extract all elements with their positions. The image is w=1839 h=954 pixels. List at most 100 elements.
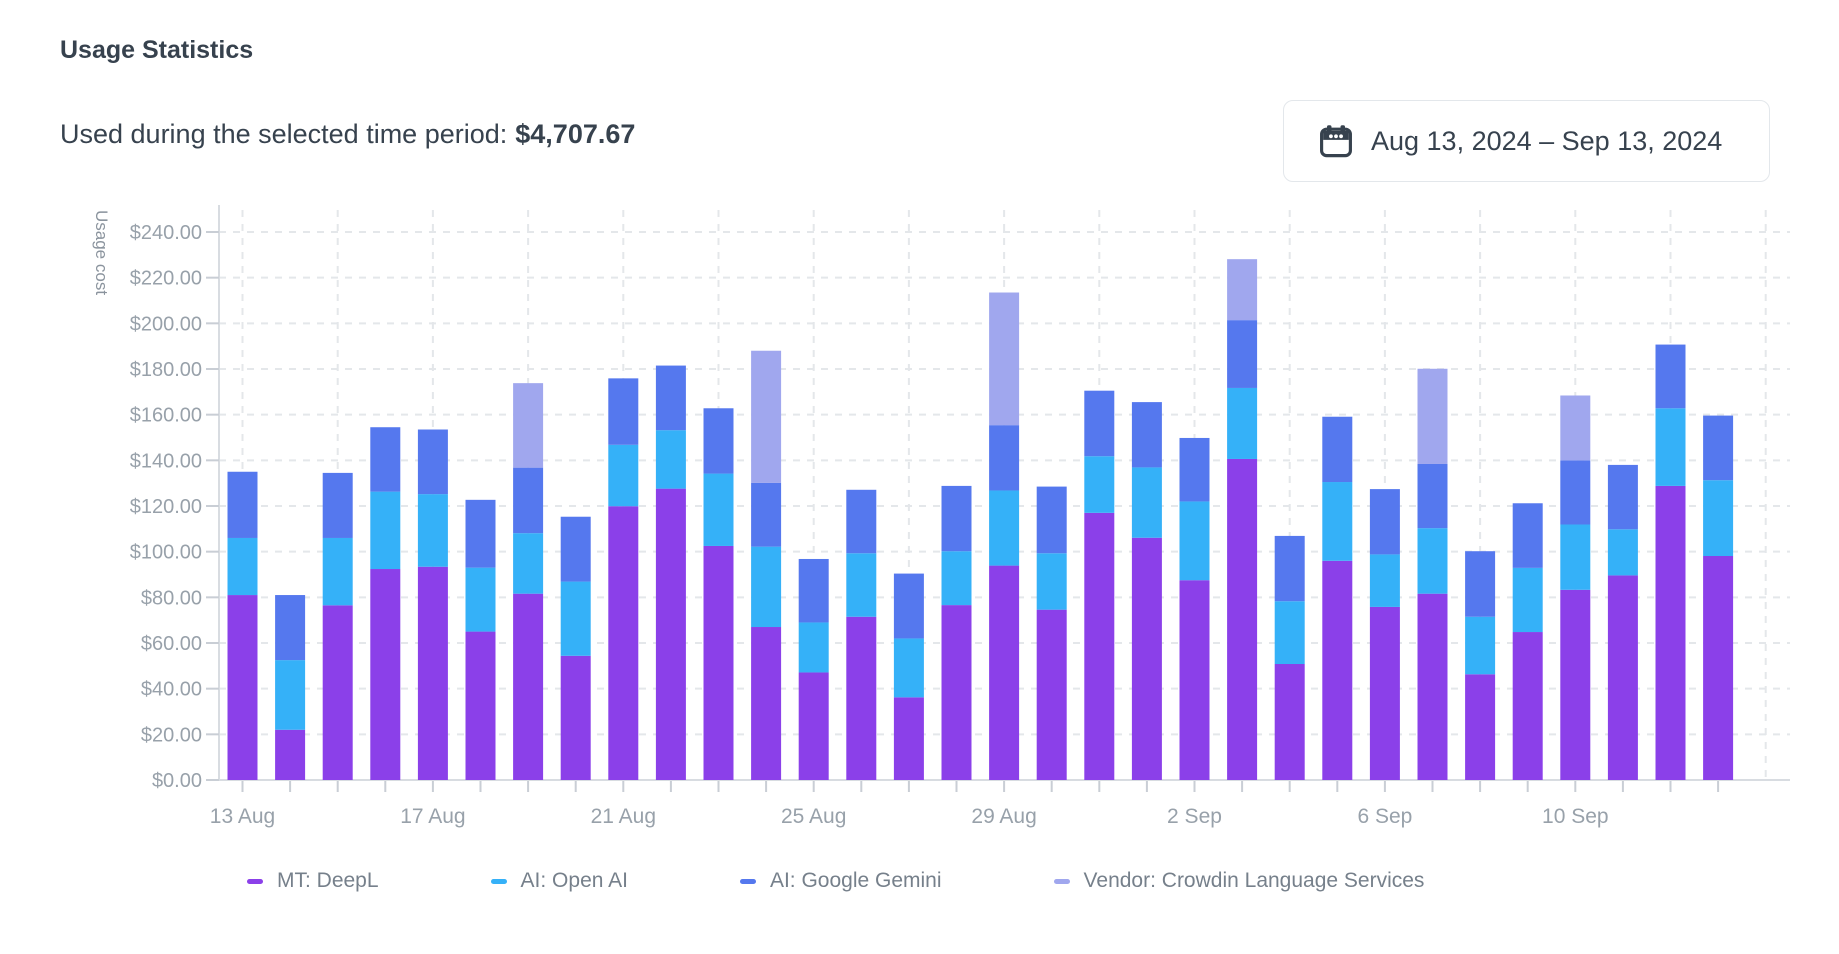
- bar-segment[interactable]: [1607, 575, 1638, 780]
- bar-segment[interactable]: [608, 444, 639, 507]
- bar-segment[interactable]: [893, 573, 924, 639]
- bar-segment[interactable]: [275, 660, 306, 730]
- bar-segment[interactable]: [941, 605, 972, 780]
- bar-segment[interactable]: [1417, 528, 1448, 594]
- bar-segment[interactable]: [751, 350, 782, 483]
- bar-segment[interactable]: [1131, 402, 1162, 468]
- legend-item[interactable]: Vendor: Crowdin Language Services: [1053, 869, 1424, 893]
- bar-segment[interactable]: [560, 655, 591, 780]
- bar-segment[interactable]: [1322, 560, 1353, 780]
- legend-item[interactable]: AI: Google Gemini: [739, 869, 942, 893]
- bar-segment[interactable]: [1084, 390, 1115, 457]
- bar-segment[interactable]: [370, 569, 401, 780]
- bar-segment[interactable]: [608, 378, 639, 445]
- bar-segment[interactable]: [1131, 467, 1162, 538]
- bar-segment[interactable]: [1227, 387, 1258, 459]
- bar-segment[interactable]: [751, 482, 782, 547]
- bar-segment[interactable]: [1560, 589, 1591, 780]
- bar-segment[interactable]: [1131, 537, 1162, 780]
- bar-segment[interactable]: [1655, 485, 1686, 780]
- bar-segment[interactable]: [1369, 554, 1400, 607]
- bar-segment[interactable]: [1512, 503, 1543, 568]
- bar-segment[interactable]: [655, 488, 686, 780]
- bar-segment[interactable]: [941, 551, 972, 606]
- bar-segment[interactable]: [1512, 567, 1543, 633]
- bar-segment[interactable]: [417, 429, 448, 495]
- bar-segment[interactable]: [655, 365, 686, 431]
- bar-segment[interactable]: [989, 490, 1020, 566]
- bar-segment[interactable]: [1703, 556, 1734, 780]
- bar-segment[interactable]: [465, 567, 496, 632]
- bar-segment[interactable]: [989, 425, 1020, 491]
- bar-segment[interactable]: [1227, 458, 1258, 780]
- bar-segment[interactable]: [1084, 456, 1115, 513]
- bar-segment[interactable]: [703, 545, 734, 780]
- bar-segment[interactable]: [1369, 489, 1400, 555]
- bar-segment[interactable]: [1274, 664, 1305, 780]
- bar-segment[interactable]: [1465, 616, 1496, 675]
- bar-segment[interactable]: [1465, 551, 1496, 617]
- bar-segment[interactable]: [227, 537, 258, 596]
- bar-segment[interactable]: [322, 537, 353, 606]
- bar-segment[interactable]: [1607, 464, 1638, 530]
- bar-segment[interactable]: [417, 566, 448, 780]
- bar-segment[interactable]: [751, 627, 782, 780]
- bar-segment[interactable]: [1512, 632, 1543, 780]
- bar-segment[interactable]: [1607, 529, 1638, 576]
- bar-segment[interactable]: [941, 485, 972, 552]
- bar-segment[interactable]: [275, 595, 306, 661]
- bar-segment[interactable]: [227, 471, 258, 538]
- bar-segment[interactable]: [370, 491, 401, 570]
- bar-segment[interactable]: [417, 494, 448, 567]
- bar-segment[interactable]: [1703, 480, 1734, 557]
- bar-segment[interactable]: [465, 631, 496, 780]
- bar-segment[interactable]: [1655, 344, 1686, 409]
- bar-segment[interactable]: [1036, 553, 1067, 610]
- bar-segment[interactable]: [1036, 609, 1067, 780]
- bar-segment[interactable]: [751, 546, 782, 628]
- bar-segment[interactable]: [1369, 606, 1400, 780]
- bar-segment[interactable]: [465, 499, 496, 568]
- legend-item[interactable]: MT: DeepL: [247, 869, 379, 893]
- bar-segment[interactable]: [227, 595, 258, 780]
- bar-segment[interactable]: [1322, 416, 1353, 483]
- bar-segment[interactable]: [1560, 460, 1591, 525]
- bar-segment[interactable]: [703, 473, 734, 546]
- bar-segment[interactable]: [655, 430, 686, 489]
- bar-segment[interactable]: [322, 472, 353, 538]
- bar-segment[interactable]: [1274, 535, 1305, 602]
- bar-segment[interactable]: [1036, 486, 1067, 554]
- bar-segment[interactable]: [1179, 580, 1210, 780]
- bar-segment[interactable]: [513, 593, 544, 780]
- bar-segment[interactable]: [798, 672, 829, 780]
- bar-segment[interactable]: [798, 622, 829, 673]
- bar-segment[interactable]: [893, 638, 924, 698]
- bar-segment[interactable]: [1560, 524, 1591, 590]
- bar-segment[interactable]: [989, 292, 1020, 426]
- bar-segment[interactable]: [1560, 395, 1591, 461]
- legend-item[interactable]: AI: Open AI: [490, 869, 628, 893]
- bar-segment[interactable]: [989, 565, 1020, 780]
- bar-segment[interactable]: [846, 489, 877, 554]
- bar-segment[interactable]: [703, 408, 734, 474]
- date-range-picker[interactable]: Aug 13, 2024 – Sep 13, 2024: [1283, 100, 1770, 182]
- bar-segment[interactable]: [1417, 368, 1448, 464]
- bar-segment[interactable]: [1703, 415, 1734, 481]
- bar-segment[interactable]: [1084, 512, 1115, 780]
- bar-segment[interactable]: [275, 729, 306, 780]
- bar-segment[interactable]: [1417, 593, 1448, 780]
- bar-segment[interactable]: [513, 533, 544, 594]
- bar-segment[interactable]: [513, 467, 544, 534]
- bar-segment[interactable]: [846, 616, 877, 780]
- bar-segment[interactable]: [1417, 463, 1448, 529]
- bar-segment[interactable]: [1227, 259, 1258, 321]
- bar-segment[interactable]: [798, 558, 829, 623]
- bar-segment[interactable]: [893, 697, 924, 780]
- bar-segment[interactable]: [608, 506, 639, 780]
- bar-segment[interactable]: [1274, 601, 1305, 665]
- bar-segment[interactable]: [1322, 482, 1353, 561]
- bar-segment[interactable]: [1655, 408, 1686, 486]
- bar-segment[interactable]: [846, 553, 877, 617]
- bar-segment[interactable]: [1179, 437, 1210, 502]
- bar-segment[interactable]: [560, 581, 591, 656]
